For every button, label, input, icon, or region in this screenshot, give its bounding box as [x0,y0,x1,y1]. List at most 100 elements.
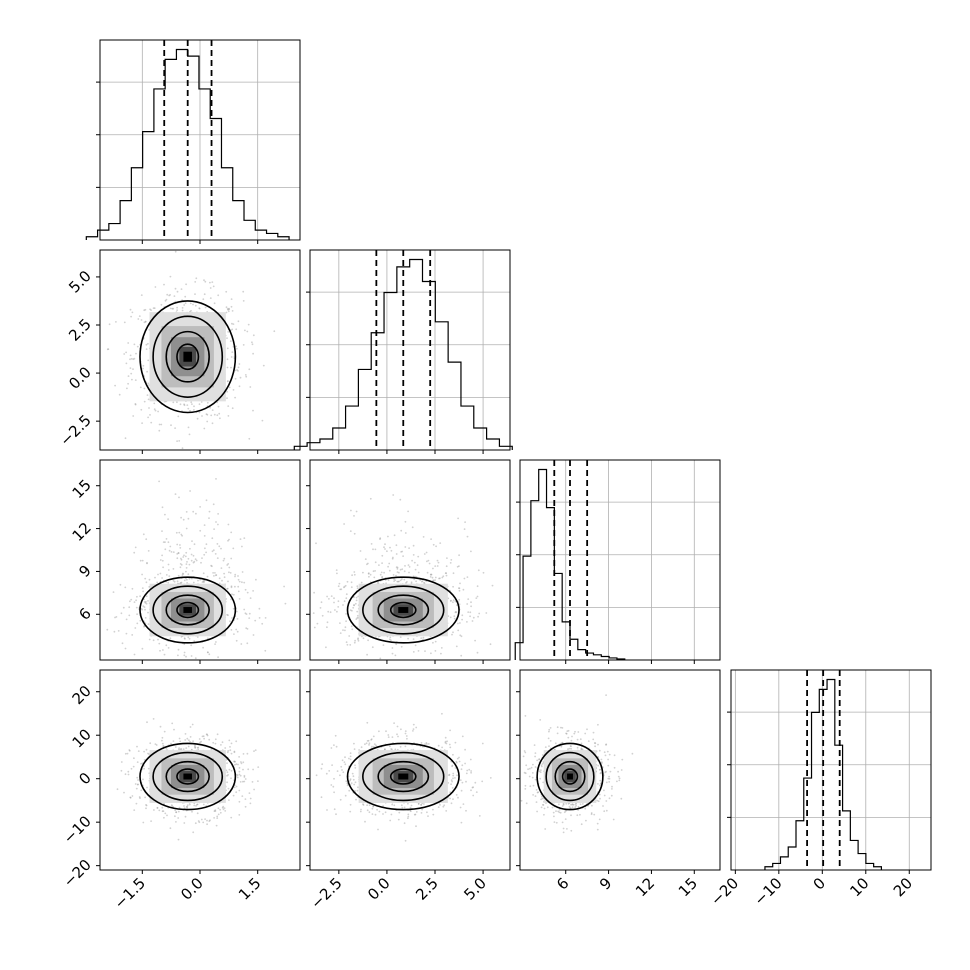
scatter-point [161,742,164,745]
scatter-point [321,763,324,766]
scatter-point [355,596,358,599]
scatter-point [454,767,457,769]
scatter-point [143,387,146,390]
scatter-point [181,309,184,312]
scatter-point [203,293,206,296]
scatter-point [183,637,186,640]
scatter-point [139,797,141,799]
scatter-point [407,564,410,566]
scatter-point [229,572,232,574]
scatter-point [128,749,131,751]
scatter-point [131,378,133,381]
scatter-point [333,744,335,746]
scatter-point [381,562,383,564]
scatter-point [153,809,155,811]
scatter-point [192,581,195,584]
scatter-point [226,762,228,765]
scatter-point [455,645,458,648]
scatter-point [404,839,407,842]
scatter-point [201,735,204,738]
scatter-point [543,813,545,816]
scatter-point [204,306,207,309]
scatter-point [176,557,179,560]
scatter-point [412,651,415,653]
scatter-point [421,580,423,583]
scatter-point [124,773,127,776]
scatter-point [226,347,229,350]
scatter-point [357,638,359,641]
scatter-point [228,307,230,310]
scatter-point [391,736,394,738]
scatter-point [187,426,190,429]
scatter-point [477,569,480,572]
scatter-point [212,285,215,288]
scatter-point [216,557,219,559]
scatter-point [212,503,215,506]
scatter-point [189,726,192,728]
scatter-point [349,758,352,761]
scatter-point [238,598,241,600]
scatter-point [227,331,230,333]
scatter-point [134,627,137,629]
scatter-point [371,813,374,815]
scatter-point [125,351,127,354]
scatter-point [396,733,398,736]
scatter-point [195,512,197,515]
scatter-point [185,551,188,554]
scatter-point [188,637,191,640]
scatter-point [349,810,352,813]
scatter-point [179,547,182,549]
scatter-point [426,743,428,745]
scatter-point [453,615,456,617]
scatter-point [355,798,357,801]
scatter-point [144,608,146,611]
scatter-point [216,543,219,545]
scatter-point [398,811,401,814]
scatter-point [257,766,260,768]
scatter-point [439,542,442,544]
scatter-point [236,347,238,350]
scatter-point [184,555,187,558]
scatter-point [142,367,144,370]
scatter-point [120,769,123,772]
scatter-point [147,752,149,755]
scatter-point [319,607,322,609]
scatter-point [607,764,610,767]
scatter-point [434,640,437,643]
scatter-point [349,803,352,806]
scatter-point [241,795,244,797]
scatter-point [457,622,459,625]
scatter-point [553,821,556,823]
scatter-point [350,586,353,589]
scatter-point [174,250,177,253]
scatter-point [161,506,164,509]
scatter-point [141,647,144,650]
scatter-point [228,768,231,771]
scatter-point [388,638,391,641]
scatter-point [337,585,340,588]
scatter-point [231,322,233,325]
scatter-point [313,626,316,629]
scatter-point [146,721,148,724]
scatter-point [423,803,425,805]
scatter-point [368,811,371,814]
scatter-point [345,641,348,644]
scatter-point [403,806,406,809]
scatter-point [220,547,222,550]
scatter-point [234,573,237,576]
scatter-point [471,620,474,622]
scatter-point [463,528,466,530]
scatter-point [407,817,409,820]
scatter-point [194,657,197,660]
scatter-point [404,546,407,548]
scatter-point [251,343,254,346]
scatter-point [208,653,211,656]
scatter-point [437,744,440,747]
scatter-point [223,557,226,560]
scatter-point [233,760,236,763]
scatter-point [253,788,256,791]
scatter-point [345,613,347,615]
scatter-point [180,582,182,584]
scatter-point [177,810,180,813]
scatter-point [346,580,349,583]
